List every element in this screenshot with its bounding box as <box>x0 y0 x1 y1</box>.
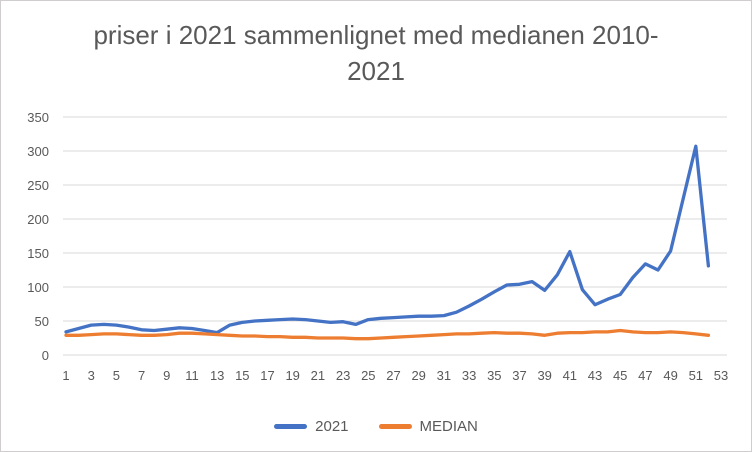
x-axis-tick-label: 9 <box>163 368 170 383</box>
x-axis-tick-label: 7 <box>138 368 145 383</box>
x-axis-tick-label: 49 <box>663 368 677 383</box>
x-axis-tick-label: 15 <box>235 368 249 383</box>
y-axis-tick-label: 200 <box>27 212 49 227</box>
legend-label-median: MEDIAN <box>419 418 478 435</box>
x-axis-tick-label: 3 <box>88 368 95 383</box>
legend-item-median: MEDIAN <box>378 418 478 435</box>
y-axis-tick-label: 50 <box>35 314 49 329</box>
chart-title: priser i 2021 sammenlignet med medianen … <box>93 20 659 86</box>
x-axis-tick-label: 25 <box>361 368 375 383</box>
x-axis-tick-label: 41 <box>563 368 577 383</box>
series-line-median <box>64 328 711 341</box>
x-axis-tick-label: 19 <box>285 368 299 383</box>
y-axis-tick-label: 250 <box>27 178 49 193</box>
x-axis-tick-label: 37 <box>512 368 526 383</box>
x-axis-tick-label: 43 <box>588 368 602 383</box>
x-axis-tick-label: 21 <box>311 368 325 383</box>
x-axis-tick-label: 33 <box>462 368 476 383</box>
x-axis-tick-label: 13 <box>210 368 224 383</box>
x-axis-tick-label: 51 <box>689 368 703 383</box>
x-axis-tick-label: 39 <box>537 368 551 383</box>
y-axis-tick-label: 100 <box>27 280 49 295</box>
x-axis-tick-label: 29 <box>411 368 425 383</box>
legend-label-2021: 2021 <box>315 418 349 435</box>
series-line-2021 <box>64 144 711 335</box>
x-axis-tick-label: 27 <box>386 368 400 383</box>
x-axis-tick-label: 17 <box>260 368 274 383</box>
legend-line-swatch-2021 <box>274 424 308 429</box>
legend: 2021 MEDIAN <box>1 418 751 435</box>
x-axis-tick-label: 23 <box>336 368 350 383</box>
x-axis-tick-label: 11 <box>185 368 199 383</box>
y-axis-tick-label: 300 <box>27 144 49 159</box>
legend-item-2021: 2021 <box>274 418 349 435</box>
legend-line-swatch-median <box>378 424 412 429</box>
x-axis-tick-label: 31 <box>437 368 451 383</box>
x-axis-tick-label: 45 <box>613 368 627 383</box>
x-axis-tick-label: 47 <box>638 368 652 383</box>
y-axis-tick-label: 0 <box>42 348 49 363</box>
x-axis-tick-label: 5 <box>113 368 120 383</box>
x-axis-tick-label: 53 <box>714 368 728 383</box>
y-axis-tick-label: 150 <box>27 246 49 261</box>
x-axis-tick-label: 35 <box>487 368 501 383</box>
x-axis-tick-label: 1 <box>62 368 69 383</box>
y-axis-tick-label: 350 <box>27 110 49 125</box>
